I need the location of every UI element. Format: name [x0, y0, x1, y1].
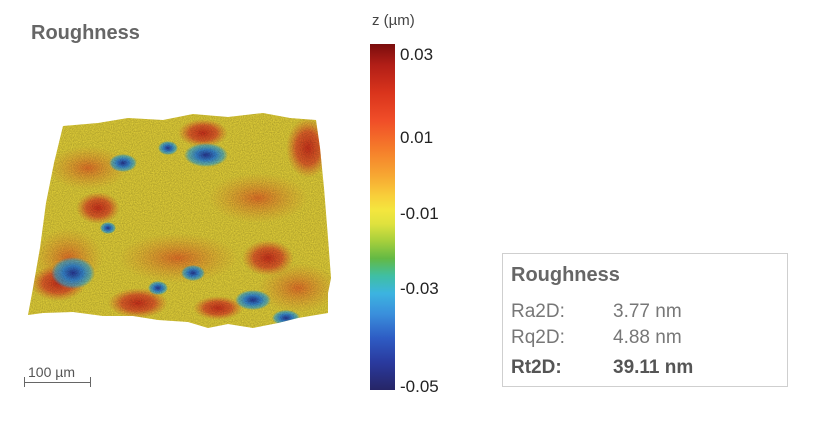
- result-value: 39.11 nm: [613, 357, 694, 378]
- result-row-rq2d: Rq2D: 4.88 nm: [511, 327, 682, 349]
- colorbar-tick-label: -0.05: [400, 377, 439, 396]
- colorbar-label: z (µm): [372, 12, 415, 29]
- scale-bar: 100 µm: [24, 364, 92, 387]
- result-row-rt2d: Rt2D: 39.11 nm: [511, 357, 693, 379]
- scale-bar-label: 100 µm: [28, 364, 75, 380]
- result-name: Rt2D:: [511, 357, 562, 378]
- results-title: Roughness: [511, 264, 620, 286]
- colorbar: [370, 44, 395, 390]
- colorbar-tick-label: 0.01: [400, 128, 434, 147]
- scale-bar-tick-right: [90, 377, 91, 387]
- roughness-surface-3d-image: [28, 113, 331, 328]
- roughness-results-panel: Roughness Ra2D: 3.77 nm Rq2D: 4.88 nm Rt…: [502, 253, 788, 387]
- scale-bar-tick-left: [24, 377, 25, 387]
- page-title: Roughness: [31, 22, 140, 44]
- colorbar-tick-label: 0.03: [400, 45, 434, 64]
- colorbar-tick-label: -0.03: [400, 279, 439, 298]
- result-value: 4.88 nm: [613, 327, 682, 348]
- result-name: Rq2D:: [511, 327, 565, 348]
- result-value: 3.77 nm: [613, 301, 682, 322]
- result-row-ra2d: Ra2D: 3.77 nm: [511, 301, 682, 323]
- result-name: Ra2D:: [511, 301, 565, 322]
- scale-bar-line: [24, 382, 90, 383]
- colorbar-tick-label: -0.01: [400, 204, 439, 223]
